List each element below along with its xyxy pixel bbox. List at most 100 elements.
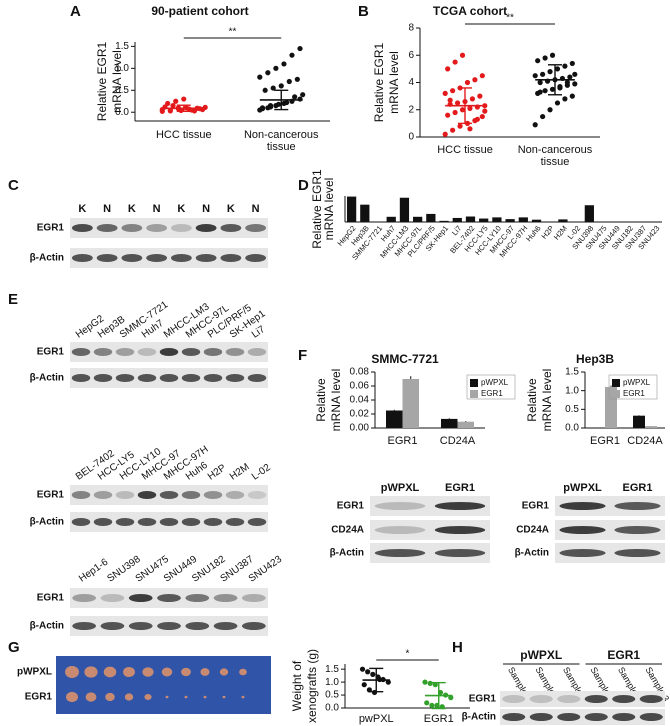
point xyxy=(278,83,284,89)
point xyxy=(562,96,568,102)
band xyxy=(93,491,113,499)
point xyxy=(173,98,179,104)
band xyxy=(181,374,201,382)
point xyxy=(300,92,306,98)
blot-strip xyxy=(70,218,268,238)
band xyxy=(137,374,157,382)
band xyxy=(614,549,661,557)
y-tick-label: 1.0 xyxy=(325,677,339,688)
chart-title: 90-patient cohort xyxy=(151,4,248,18)
tumor xyxy=(66,691,78,703)
band xyxy=(137,348,157,356)
point xyxy=(432,682,438,688)
band xyxy=(614,526,661,534)
point xyxy=(452,59,458,65)
bar xyxy=(584,205,594,222)
lane-label: pWPXL xyxy=(563,482,602,494)
band xyxy=(203,518,223,526)
blot-strip xyxy=(555,543,665,563)
point xyxy=(445,112,451,118)
band xyxy=(247,374,267,382)
lane-label: Hep1-6 xyxy=(77,557,111,585)
point xyxy=(572,71,578,77)
point xyxy=(479,73,485,79)
band xyxy=(181,518,201,526)
point xyxy=(445,66,451,72)
panel-label: A xyxy=(70,3,81,20)
band xyxy=(159,374,179,382)
tumor xyxy=(222,695,226,699)
point xyxy=(454,100,461,106)
band xyxy=(185,594,210,602)
band xyxy=(220,254,242,262)
panel-label: E xyxy=(8,291,18,308)
tumor xyxy=(144,693,152,701)
y-tick-label: 0.02 xyxy=(350,409,370,420)
legend-label: pWPXL xyxy=(623,378,651,387)
band xyxy=(72,622,97,630)
band xyxy=(220,224,242,232)
band xyxy=(247,348,267,356)
point xyxy=(464,79,471,86)
blot-strip xyxy=(555,520,665,540)
band xyxy=(245,254,267,262)
point xyxy=(542,88,548,94)
point xyxy=(457,123,463,129)
point xyxy=(467,105,473,111)
band xyxy=(612,713,636,721)
row-label: β-Actin xyxy=(30,517,64,528)
band xyxy=(115,348,135,356)
row-label: β-Actin xyxy=(30,621,64,632)
band xyxy=(247,491,267,499)
y-tick-label: 0.0 xyxy=(565,423,579,434)
lane-label: N xyxy=(153,203,161,215)
blot-strip xyxy=(555,496,665,516)
tumor xyxy=(181,667,191,677)
point xyxy=(557,83,563,90)
bar xyxy=(452,217,462,222)
y-axis-label: xenografts (g) xyxy=(305,649,319,723)
point xyxy=(472,77,478,83)
band xyxy=(213,622,238,630)
band xyxy=(115,518,135,526)
bar xyxy=(402,379,419,428)
lane-label: L-02 xyxy=(250,462,273,483)
point xyxy=(562,63,568,69)
bar xyxy=(386,216,396,222)
band xyxy=(115,491,135,499)
band xyxy=(121,224,143,232)
point xyxy=(447,97,453,103)
point xyxy=(452,109,458,116)
band xyxy=(241,594,266,602)
band xyxy=(146,224,168,232)
band xyxy=(213,594,238,602)
band xyxy=(584,695,608,703)
point xyxy=(547,69,553,75)
panel-label: F xyxy=(298,347,307,364)
error-bar xyxy=(274,89,289,111)
band xyxy=(225,348,245,356)
point xyxy=(569,60,575,67)
row-label: β-Actin xyxy=(462,712,496,723)
x-tick-label: HCC tissue xyxy=(156,129,212,141)
y-axis-label: Weight of xyxy=(290,660,304,711)
xenograft-photo xyxy=(56,656,271,714)
band xyxy=(115,374,135,382)
y-tick-label: 0.06 xyxy=(350,381,370,392)
point xyxy=(429,702,435,709)
band xyxy=(157,594,181,602)
band xyxy=(100,622,125,630)
band xyxy=(72,594,97,602)
tumor xyxy=(161,667,173,677)
band xyxy=(185,622,210,630)
band xyxy=(157,622,181,630)
lane-label: EGR1 xyxy=(623,482,653,494)
band xyxy=(225,491,245,499)
row-label: EGR1 xyxy=(37,223,65,234)
band xyxy=(121,254,143,262)
bar xyxy=(479,218,489,222)
legend-swatch xyxy=(612,390,620,398)
tumor xyxy=(200,668,210,676)
point xyxy=(537,89,543,95)
point xyxy=(554,66,561,72)
